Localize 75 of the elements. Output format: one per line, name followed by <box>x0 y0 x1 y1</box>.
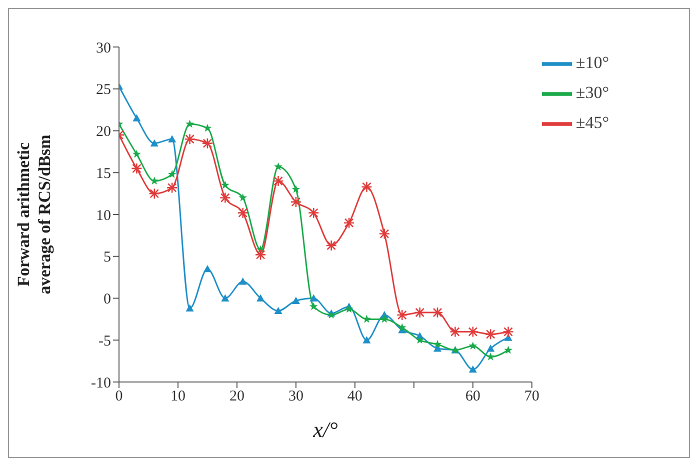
point <box>343 217 355 229</box>
point <box>450 326 461 338</box>
point <box>432 306 444 318</box>
y-tick-label: 0 <box>104 292 111 308</box>
point <box>292 296 300 304</box>
point <box>361 181 372 193</box>
y-tick-label: 15 <box>96 166 111 182</box>
legend-label: ±45° <box>576 112 609 132</box>
point <box>362 336 371 344</box>
point <box>203 264 212 272</box>
y-tick-label: 5 <box>104 250 111 266</box>
point <box>326 240 337 252</box>
point <box>202 138 214 149</box>
y-tick-label: 10 <box>96 208 111 224</box>
legend-label: ±30° <box>576 82 609 102</box>
point <box>254 249 266 260</box>
point <box>310 294 318 302</box>
point <box>414 306 426 318</box>
point <box>238 193 248 202</box>
x-tick-label: 70 <box>524 388 540 405</box>
point <box>256 294 265 302</box>
point <box>150 176 159 185</box>
point <box>220 180 230 189</box>
point <box>237 207 249 218</box>
point <box>168 135 176 142</box>
x-tick-label: 60 <box>465 388 480 405</box>
point <box>203 124 212 132</box>
point <box>148 188 160 200</box>
point <box>132 150 141 158</box>
point <box>467 326 479 338</box>
point <box>344 304 354 313</box>
point <box>274 306 282 314</box>
y-axis-title: Forward arithmetic average of RCS/dBsm <box>14 134 54 294</box>
point <box>292 184 300 193</box>
point <box>272 175 284 187</box>
point <box>184 133 196 145</box>
point <box>166 182 178 194</box>
point <box>416 336 424 344</box>
point <box>398 323 406 332</box>
y-tick-label: 20 <box>96 124 111 140</box>
point <box>433 340 442 348</box>
y-tick-label: -10 <box>91 375 111 392</box>
point <box>378 228 390 240</box>
point <box>309 302 318 310</box>
legend-label: ±10° <box>576 52 609 72</box>
point <box>396 309 408 321</box>
x-axis-title: x/° <box>312 417 338 442</box>
x-tick-label: 30 <box>288 388 304 405</box>
point <box>220 192 231 204</box>
point <box>186 304 194 312</box>
point <box>221 294 230 302</box>
point <box>132 114 141 122</box>
x-tick-label: 0 <box>115 388 123 405</box>
point <box>290 196 302 208</box>
point <box>484 328 496 340</box>
y-tick-label: 25 <box>96 82 111 98</box>
y-tick-label: 30 <box>96 40 111 56</box>
point <box>502 326 514 338</box>
point <box>468 365 477 373</box>
point <box>274 162 282 170</box>
point <box>168 170 176 178</box>
y-tick-label: -5 <box>98 333 111 350</box>
point <box>308 207 320 218</box>
point <box>504 346 512 354</box>
point <box>186 120 194 128</box>
point <box>238 278 247 285</box>
x-tick-label: 20 <box>229 388 244 405</box>
point <box>486 344 495 352</box>
point <box>362 314 371 323</box>
point <box>380 314 389 323</box>
x-tick-label: 40 <box>347 388 362 405</box>
point <box>131 162 142 174</box>
point <box>150 139 158 147</box>
point <box>468 342 478 350</box>
x-tick-label: 10 <box>170 388 186 405</box>
